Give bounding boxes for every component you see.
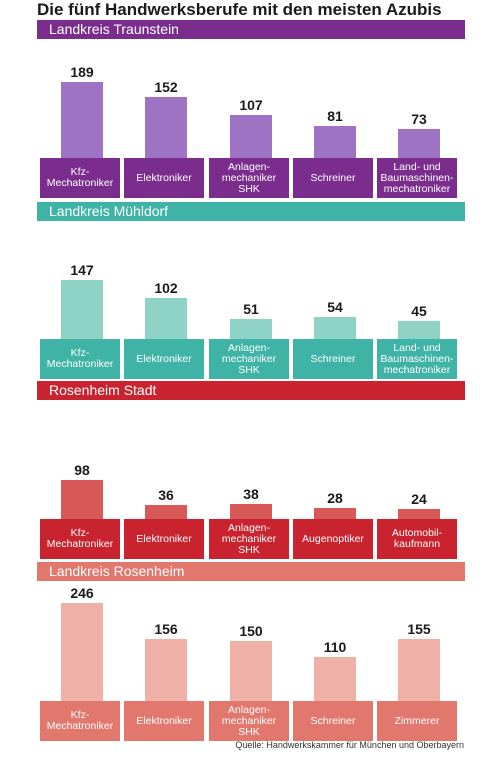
category-label: Anlagen- mechaniker SHK [209,339,289,379]
category-label: Elektroniker [124,339,204,379]
category-label: Zimmerer [377,701,457,741]
data-label: 156 [154,621,178,637]
bar [398,509,440,519]
data-label: 28 [327,490,343,506]
data-label: 51 [243,301,259,317]
category-label: Anlagen- mechaniker SHK [209,519,289,559]
bar [61,82,103,158]
data-label: 38 [243,486,259,502]
chart-title: Die fünf Handwerksberufe mit den meisten… [37,0,442,19]
data-label: 150 [239,623,263,639]
bar [61,480,103,519]
source-note: Quelle: Handwerkskammer für München und … [235,740,464,750]
bar [61,603,103,701]
category-label: Anlagen- mechaniker SHK [209,701,289,741]
data-label: 81 [327,108,343,124]
data-label: 107 [239,97,263,113]
category-label: Kfz- Mechatroniker [40,339,120,379]
data-label: 110 [323,639,347,655]
bar [145,505,187,519]
bar [145,298,187,339]
category-label: Kfz- Mechatroniker [40,158,120,198]
category-label: Schreiner [293,701,373,741]
data-label: 147 [70,262,94,278]
panel-header: Landkreis Mühldorf [37,202,465,221]
panel-header: Landkreis Traunstein [37,20,465,39]
data-label: 152 [154,79,178,95]
category-label: Kfz- Mechatroniker [40,519,120,559]
bar [314,126,356,158]
bar [145,97,187,158]
data-label: 246 [70,585,94,601]
category-label: Automobil- kaufmann [377,519,457,559]
category-label: Schreiner [293,158,373,198]
data-label: 73 [411,111,427,127]
panel-header: Landkreis Rosenheim [37,562,465,581]
data-label: 98 [74,462,90,478]
bar [398,321,440,339]
category-label: Augenoptiker [293,519,373,559]
bar [230,504,272,519]
bar [230,319,272,339]
data-label: 54 [327,299,343,315]
category-label: Kfz- Mechatroniker [40,701,120,741]
panel-header: Rosenheim Stadt [37,381,465,400]
data-label: 45 [411,303,427,319]
bar [314,317,356,339]
category-label: Land- und Baumaschinen- mechatroniker [377,158,457,198]
bar [145,639,187,701]
category-label: Anlagen- mechaniker SHK [209,158,289,198]
bar [314,657,356,701]
data-label: 24 [411,491,427,507]
data-label: 36 [158,487,174,503]
category-label: Elektroniker [124,158,204,198]
category-label: Elektroniker [124,701,204,741]
bar [230,115,272,158]
data-label: 102 [154,280,178,296]
bar [230,641,272,701]
data-label: 189 [70,64,94,80]
bar [61,280,103,339]
data-label: 155 [407,621,431,637]
bar [398,639,440,701]
category-label: Schreiner [293,339,373,379]
bar [314,508,356,519]
bar [398,129,440,158]
category-label: Land- und Baumaschinen- mechatroniker [377,339,457,379]
category-label: Elektroniker [124,519,204,559]
